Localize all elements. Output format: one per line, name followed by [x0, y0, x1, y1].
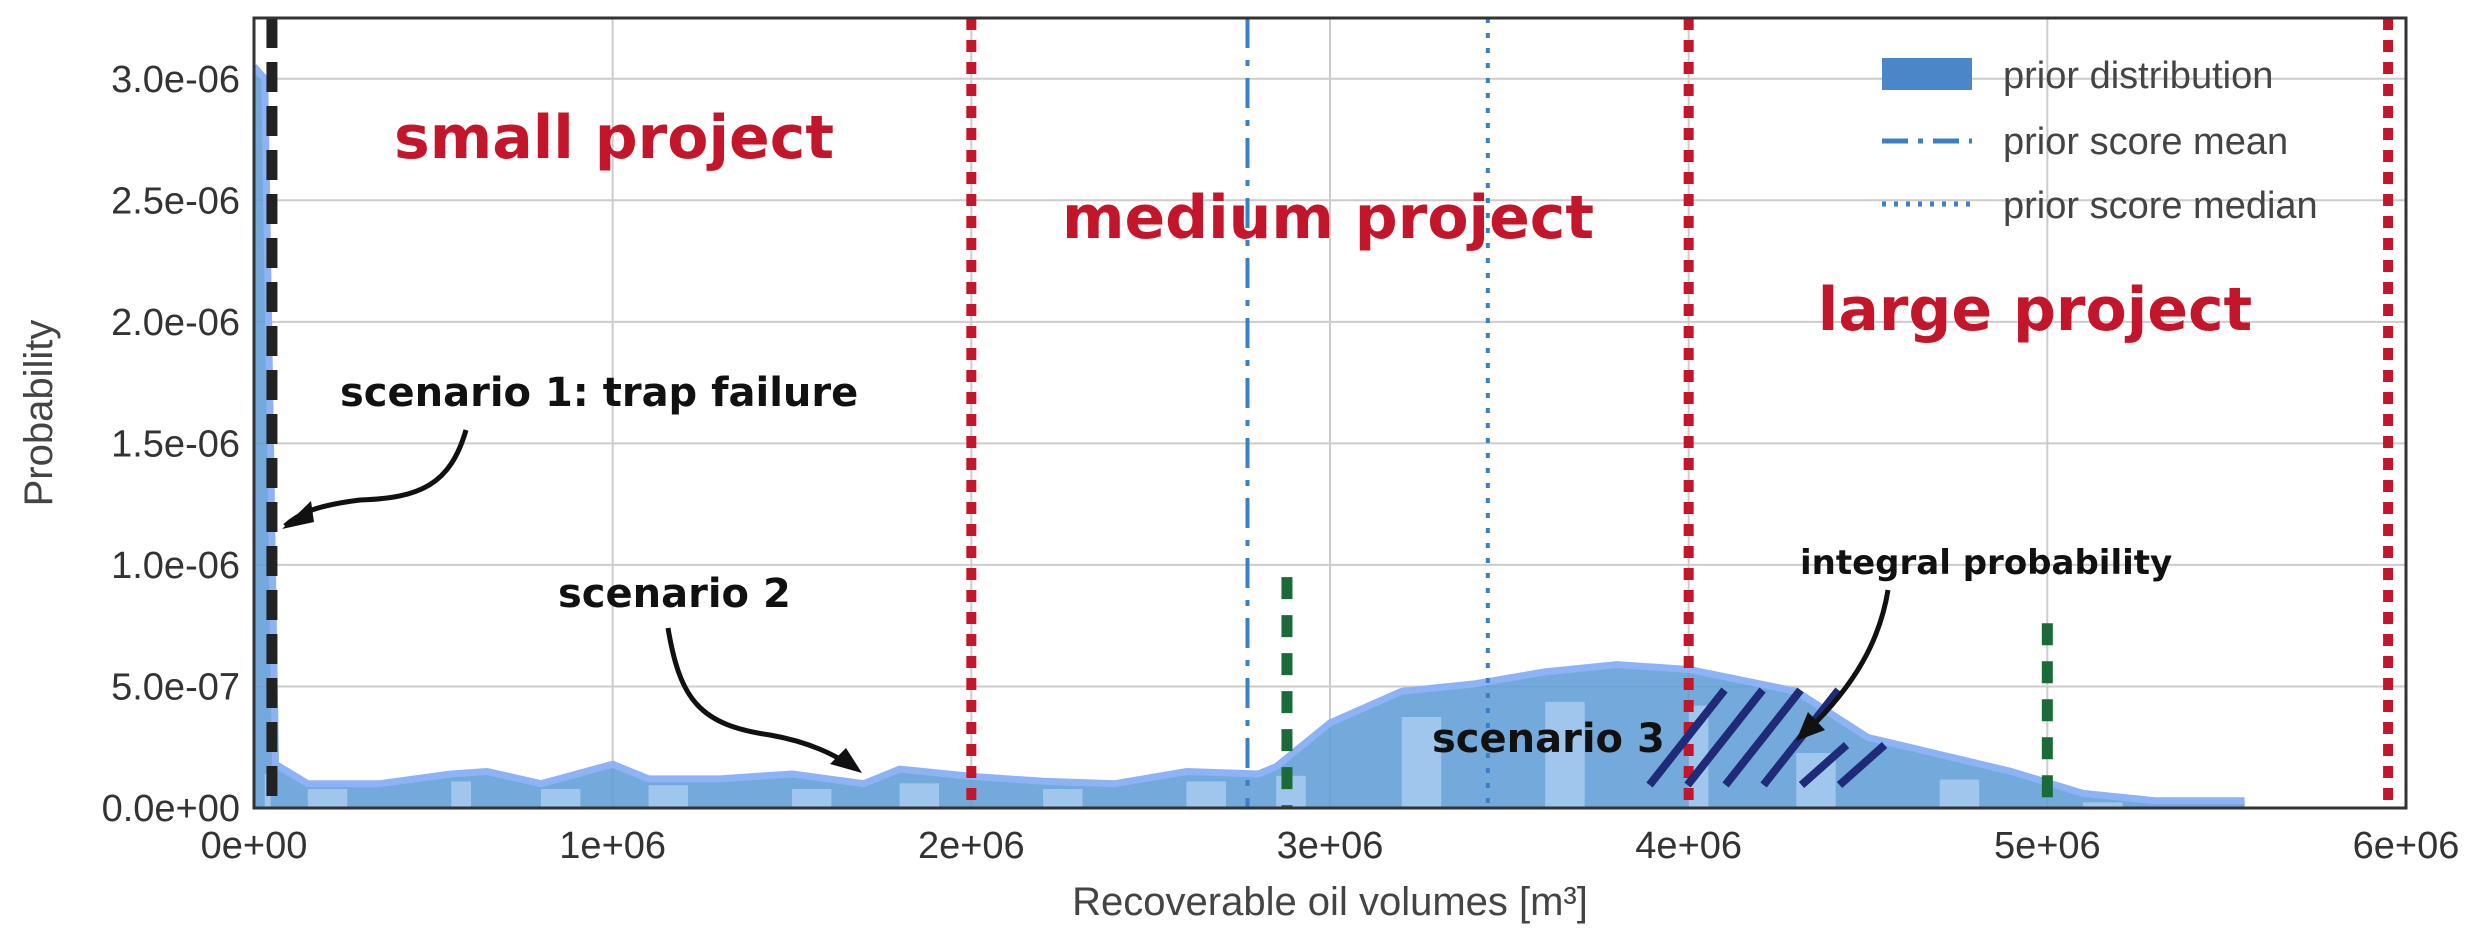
y-tick-label: 2.5e-06: [111, 180, 240, 222]
y-tick-label: 0.0e+00: [102, 788, 240, 830]
x-axis-title: Recoverable oil volumes [m³]: [1072, 880, 1588, 924]
histogram-bar: [2083, 802, 2123, 808]
histogram-bar: [792, 789, 832, 808]
vertical-lines: [266, 18, 2394, 808]
region-label-large: large project: [1818, 275, 2252, 345]
region-label-small: small project: [394, 103, 834, 173]
x-tick-label: 6e+06: [2353, 825, 2460, 867]
x-tick-label: 1e+06: [559, 825, 666, 867]
annotation-scenario-1: scenario 1: trap failure: [340, 370, 858, 416]
histogram-bar: [540, 789, 581, 808]
x-tick-label: 2e+06: [918, 825, 1025, 867]
integral-hatch-line: [1798, 742, 1850, 788]
legend: prior distribution prior score mean prio…: [1882, 55, 2318, 227]
annotation-scenario-3: scenario 3: [1432, 716, 1665, 762]
histogram-bar: [1545, 701, 1585, 808]
y-tick-label: 3.0e-06: [111, 59, 240, 101]
histogram-bar: [307, 789, 348, 808]
legend-swatch-prior-distribution: [1882, 58, 1972, 90]
annotation-arrowhead-scenario-1: [282, 501, 314, 529]
grid: [254, 18, 2406, 808]
y-tick-label: 1.5e-06: [111, 423, 240, 465]
annotation-scenario-2: scenario 2: [558, 571, 791, 617]
annotation-arrowhead-scenario-2: [830, 748, 862, 773]
histogram-bar: [1401, 716, 1442, 808]
integral-hatch-line: [1646, 687, 1728, 788]
y-tick-label: 2.0e-06: [111, 302, 240, 344]
kde-line: [254, 64, 2245, 805]
histogram-bar: [451, 781, 471, 808]
region-label-medium: medium project: [1062, 183, 1594, 253]
tick-labels: 0e+00 1e+06 2e+06 3e+06 4e+06 5e+06 6e+06 0.0e+…: [102, 59, 2460, 867]
histogram-bar: [1043, 789, 1083, 808]
legend-label-prior-distribution: prior distribution: [2003, 55, 2273, 97]
y-axis-title: Probability: [17, 320, 61, 507]
integral-hatch-line: [1684, 687, 1766, 788]
distribution-fill: [254, 64, 2245, 808]
histogram-bar: [648, 785, 688, 808]
x-tick-label: 3e+06: [1277, 825, 1384, 867]
integral-hatch-line: [1722, 687, 1804, 788]
x-tick-label: 4e+06: [1635, 825, 1742, 867]
histogram-bar: [1939, 779, 1980, 808]
annotation-arrow-integral: [1806, 589, 1891, 732]
x-tick-label: 0e+00: [201, 825, 308, 867]
histogram-bar: [1186, 781, 1226, 808]
annotation-arrow-scenario-2: [665, 627, 857, 771]
legend-label-prior-score-median: prior score median: [2003, 185, 2318, 227]
annotation-integral-probability: integral probability: [1800, 543, 2172, 583]
legend-label-prior-score-mean: prior score mean: [2003, 121, 2288, 163]
y-tick-label: 5.0e-07: [111, 666, 240, 708]
histogram-bar: [899, 783, 940, 808]
y-tick-label: 1.0e-06: [111, 545, 240, 587]
plot-frame: [252, 16, 2408, 810]
annotation-arrowhead-integral: [1796, 712, 1825, 741]
integral-hatch-line: [1836, 742, 1888, 788]
x-tick-label: 5e+06: [1994, 825, 2101, 867]
